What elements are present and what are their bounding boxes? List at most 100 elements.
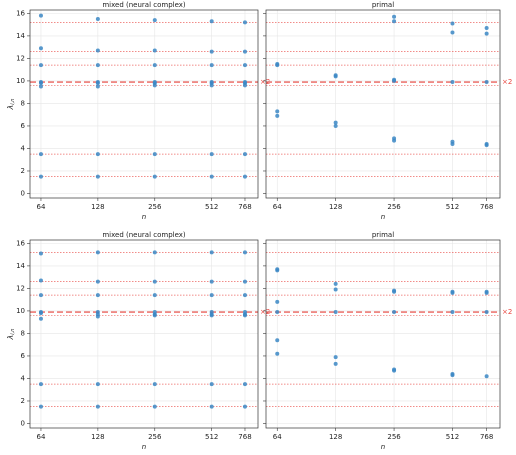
- panel-title: mixed (neural complex): [102, 231, 186, 239]
- data-point: [392, 368, 397, 373]
- data-point: [152, 83, 157, 88]
- x-axis-label: n: [381, 213, 385, 221]
- plot-frame: [265, 239, 501, 429]
- panel-title: mixed (neural complex): [102, 1, 186, 9]
- data-point: [152, 48, 157, 53]
- data-point: [333, 310, 338, 315]
- data-point: [275, 338, 280, 343]
- x-tick-label: 64: [37, 433, 46, 441]
- y-tick-label: 6: [21, 352, 26, 360]
- data-point: [38, 251, 43, 256]
- data-point: [95, 293, 100, 298]
- panel: primal 64 128 256 512 768 n ×2: [263, 1, 512, 221]
- data-point: [152, 279, 157, 284]
- data-point: [209, 404, 214, 409]
- data-point: [38, 46, 43, 51]
- data-point: [275, 113, 280, 118]
- double-label: ×2: [260, 308, 270, 316]
- x-tick-label: 768: [480, 203, 493, 211]
- data-point: [38, 293, 43, 298]
- data-point: [484, 80, 489, 85]
- data-point: [450, 80, 455, 85]
- y-tick-label: 4: [21, 374, 26, 382]
- data-point: [450, 373, 455, 378]
- data-point: [95, 404, 100, 409]
- data-point: [333, 287, 338, 292]
- y-tick-label: 2: [21, 167, 25, 175]
- y-tick-label: 16: [16, 9, 25, 17]
- y-tick-label: 14: [16, 32, 25, 40]
- y-tick-label: 4: [21, 144, 26, 152]
- data-point: [209, 279, 214, 284]
- data-point: [152, 152, 157, 157]
- data-point: [152, 382, 157, 387]
- data-point: [242, 313, 247, 318]
- data-point: [450, 21, 455, 26]
- x-tick-label: 64: [273, 433, 282, 441]
- data-point: [209, 293, 214, 298]
- data-point: [209, 313, 214, 318]
- data-point: [152, 174, 157, 179]
- y-axis-label: λi,n: [6, 99, 16, 111]
- panel: primal 64 128 256 512 768 n ×2: [263, 231, 512, 451]
- x-tick-label: 256: [387, 203, 401, 211]
- data-point: [333, 361, 338, 366]
- double-label: ×2: [502, 308, 512, 316]
- x-tick-label: 768: [480, 433, 493, 441]
- data-point: [275, 310, 280, 315]
- y-tick-label: 2: [21, 397, 25, 405]
- data-point: [209, 83, 214, 88]
- plot-frame: [265, 9, 501, 199]
- panel-title: primal: [372, 1, 394, 9]
- data-point: [392, 19, 397, 24]
- double-label: ×2: [502, 78, 512, 86]
- data-point: [333, 123, 338, 128]
- data-point: [242, 293, 247, 298]
- data-point: [38, 81, 43, 86]
- y-axis-label-symbol: λ: [6, 335, 15, 341]
- data-point: [450, 141, 455, 146]
- y-tick-label: 6: [21, 122, 26, 130]
- data-point: [450, 310, 455, 315]
- y-axis-label-symbol: λ: [6, 105, 15, 111]
- data-point: [209, 382, 214, 387]
- data-point: [392, 14, 397, 19]
- data-point: [95, 314, 100, 319]
- x-tick-label: 512: [205, 433, 218, 441]
- data-point: [38, 404, 43, 409]
- y-tick-label: 10: [16, 307, 25, 315]
- data-point: [95, 250, 100, 255]
- data-point: [275, 63, 280, 68]
- data-point: [95, 63, 100, 68]
- y-tick-label: 8: [21, 329, 25, 337]
- data-point: [333, 281, 338, 286]
- data-point: [209, 250, 214, 255]
- x-tick-label: 512: [446, 203, 459, 211]
- data-point: [392, 78, 397, 83]
- x-axis-label: n: [142, 443, 146, 451]
- data-point: [38, 316, 43, 321]
- data-point: [275, 299, 280, 304]
- data-point: [38, 174, 43, 179]
- y-tick-label: 14: [16, 262, 25, 270]
- data-point: [95, 279, 100, 284]
- panel: mixed (neural complex) 0 2 4 6 8 10 12 14 16 64 128…: [6, 231, 271, 451]
- data-point: [38, 152, 43, 157]
- data-point: [484, 374, 489, 379]
- data-point: [242, 49, 247, 54]
- data-point: [333, 74, 338, 79]
- x-tick-label: 64: [273, 203, 282, 211]
- data-point: [333, 355, 338, 360]
- y-axis-label-subscript: i,n: [10, 329, 16, 335]
- data-point: [38, 13, 43, 18]
- data-point: [392, 138, 397, 143]
- data-point: [484, 26, 489, 31]
- plot-frame: [29, 239, 259, 429]
- y-tick-label: 16: [16, 239, 25, 247]
- plot-frame: [29, 9, 259, 199]
- data-point: [38, 311, 43, 316]
- data-point: [242, 63, 247, 68]
- data-point: [95, 81, 100, 86]
- x-tick-label: 256: [387, 433, 401, 441]
- data-point: [152, 404, 157, 409]
